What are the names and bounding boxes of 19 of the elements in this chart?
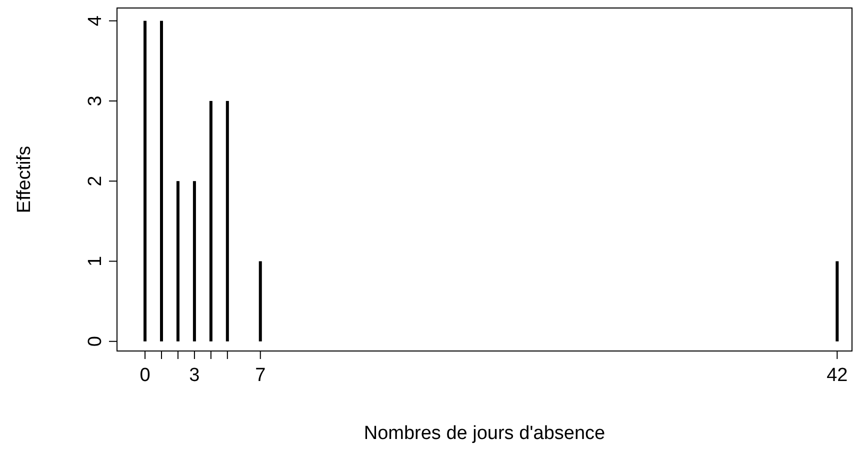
y-axis-title: Effectifs <box>14 146 35 214</box>
bar <box>226 100 229 342</box>
x-tick-label: 7 <box>255 365 266 386</box>
x-tick-label: 3 <box>189 365 200 386</box>
bar <box>258 261 262 342</box>
bar <box>160 20 163 342</box>
x-tick-label: 42 <box>826 365 848 386</box>
y-tick-label: 4 <box>85 15 106 26</box>
bar <box>176 181 180 342</box>
x-axis-title: Nombres de jours d'absence <box>364 423 606 444</box>
bar <box>192 181 196 342</box>
y-tick-label: 1 <box>85 256 106 267</box>
y-tick-label: 0 <box>85 336 106 347</box>
x-tick-label: 0 <box>140 365 150 386</box>
bar <box>836 261 839 342</box>
bar <box>144 20 147 342</box>
bar <box>209 100 212 342</box>
y-tick-label: 2 <box>85 176 106 186</box>
y-tick-label: 3 <box>85 96 106 106</box>
